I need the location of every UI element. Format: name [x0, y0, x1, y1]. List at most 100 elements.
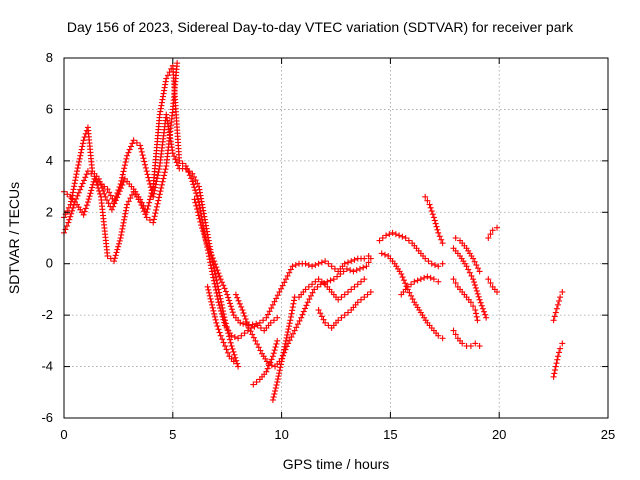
data-point [281, 279, 288, 286]
data-point [237, 319, 244, 326]
data-point [551, 370, 558, 377]
data-point [474, 290, 481, 297]
data-point [288, 310, 295, 317]
data-point [153, 178, 160, 185]
data-point [554, 353, 561, 360]
data-point [337, 271, 344, 277]
data-point [334, 273, 341, 280]
data-point [240, 320, 247, 327]
data-point [472, 284, 479, 291]
data-point [222, 343, 229, 349]
data-point [269, 353, 276, 360]
data-point [153, 203, 160, 210]
data-point [108, 206, 115, 213]
data-point [231, 334, 238, 340]
data-point [278, 285, 285, 292]
data-point [112, 196, 119, 202]
data-point [364, 291, 371, 298]
data-point [432, 220, 439, 227]
data-point [240, 310, 247, 316]
data-point [211, 258, 218, 265]
chart-title: Day 156 of 2023, Sidereal Day-to-day VTE… [67, 19, 574, 35]
data-point [207, 295, 214, 302]
data-point [396, 232, 403, 239]
data-point [289, 263, 296, 270]
data-point [256, 319, 263, 326]
data-point [439, 260, 446, 267]
data-point [344, 259, 351, 266]
data-point [91, 173, 98, 180]
data-point [286, 323, 293, 330]
data-point [96, 187, 103, 194]
data-point [205, 245, 212, 252]
data-point [95, 185, 102, 192]
data-point [358, 278, 365, 285]
data-point [220, 311, 227, 318]
data-points [61, 60, 566, 403]
data-point [354, 281, 361, 288]
data-point [477, 299, 484, 306]
data-point [450, 327, 457, 334]
data-point [77, 186, 84, 193]
data-point [274, 292, 281, 299]
data-point [472, 310, 479, 317]
data-point [247, 328, 254, 335]
data-point [439, 335, 446, 342]
data-point [476, 343, 483, 349]
data-point [120, 219, 127, 226]
data-point [436, 233, 443, 240]
data-point [194, 180, 201, 187]
data-point [219, 336, 226, 343]
data-point [212, 271, 219, 277]
data-point [408, 281, 415, 288]
data-point [467, 299, 474, 306]
data-point [76, 155, 83, 162]
data-point [123, 204, 130, 211]
data-point [226, 297, 233, 304]
data-point [328, 263, 335, 270]
data-point [107, 192, 114, 199]
data-point [204, 242, 211, 249]
data-point [307, 292, 314, 299]
y-tick-label: 6 [46, 101, 53, 116]
data-point [214, 267, 221, 274]
data-point [80, 137, 87, 144]
data-point [306, 296, 313, 303]
data-point [224, 326, 231, 333]
data-point [494, 224, 501, 231]
data-point [286, 269, 293, 276]
data-point [341, 291, 348, 298]
data-point [363, 263, 370, 270]
data-point [196, 215, 203, 222]
data-point [105, 200, 112, 207]
data-point [203, 239, 210, 246]
data-point [230, 358, 237, 365]
data-point [114, 190, 121, 196]
data-point [559, 289, 566, 295]
data-point [141, 208, 148, 215]
data-point [244, 322, 251, 328]
data-point [200, 230, 207, 237]
data-point [466, 269, 473, 276]
y-tick-label: 2 [46, 204, 53, 219]
data-point [299, 311, 306, 318]
data-point [241, 330, 248, 337]
data-point [489, 227, 496, 234]
data-point [305, 262, 312, 268]
data-point [338, 294, 345, 301]
data-point [433, 223, 440, 230]
data-point [273, 382, 280, 388]
data-point [191, 184, 198, 191]
data-point [73, 195, 80, 202]
data-point [400, 277, 407, 284]
data-point [209, 304, 216, 311]
data-point [268, 305, 275, 312]
data-point [435, 263, 442, 270]
data-point [77, 149, 84, 156]
data-point [485, 235, 492, 241]
data-point [235, 335, 242, 342]
data-point [335, 296, 342, 303]
data-point [206, 292, 213, 299]
data-point [154, 172, 161, 179]
data-point [272, 344, 279, 351]
